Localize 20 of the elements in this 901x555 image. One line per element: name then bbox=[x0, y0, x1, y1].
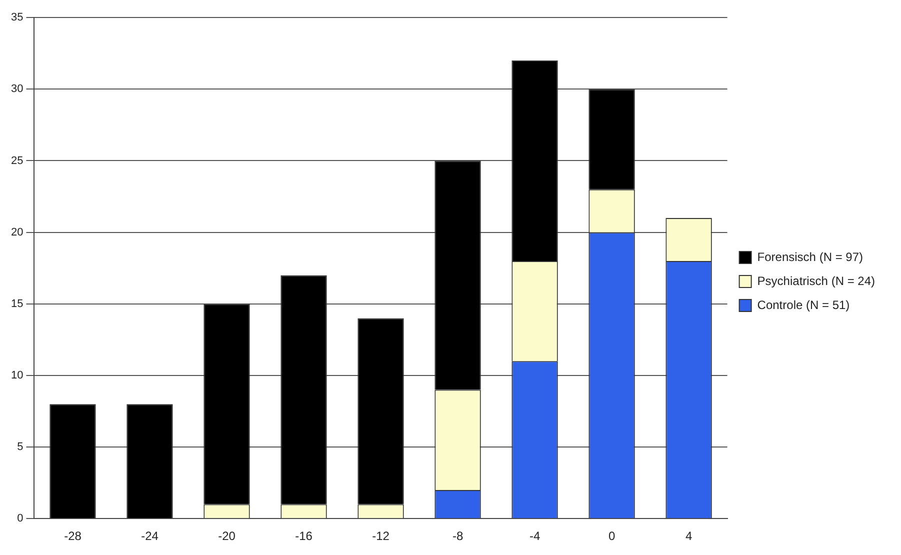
y-tick-label: 25 bbox=[10, 154, 24, 167]
x-tick-label: -4 bbox=[529, 529, 540, 544]
x-tick-label: -16 bbox=[295, 529, 313, 544]
x-tick-label: -28 bbox=[64, 529, 82, 544]
legend-label: Controle (N = 51) bbox=[757, 298, 850, 312]
y-tick-label: 5 bbox=[17, 441, 24, 454]
x-tick-label: -20 bbox=[218, 529, 236, 544]
y-tick-label: 30 bbox=[10, 83, 24, 96]
y-tick-label: 0 bbox=[17, 512, 24, 525]
y-tick-label: 35 bbox=[10, 12, 24, 24]
x-tick-label: -24 bbox=[141, 529, 159, 544]
legend-label: Psychiatrisch (N = 24) bbox=[757, 274, 876, 288]
y-tick-label: 15 bbox=[10, 298, 24, 310]
x-tick-label: 4 bbox=[685, 529, 692, 544]
x-tick-label: 0 bbox=[608, 529, 616, 544]
x-tick-label: -8 bbox=[452, 529, 464, 544]
y-tick-label: 10 bbox=[10, 369, 24, 382]
legend-label: Forensisch (N = 97) bbox=[757, 250, 864, 264]
x-tick-label: -12 bbox=[372, 529, 390, 544]
y-tick-label: 20 bbox=[10, 226, 24, 238]
